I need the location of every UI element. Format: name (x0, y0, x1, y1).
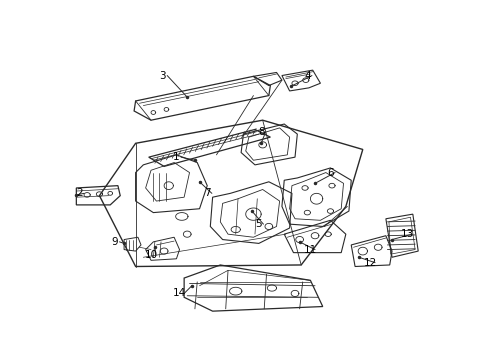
Text: 1: 1 (173, 152, 180, 162)
Text: 11: 11 (304, 244, 317, 255)
Text: 5: 5 (255, 219, 262, 229)
Text: 12: 12 (364, 258, 377, 267)
Text: 4: 4 (304, 71, 311, 81)
Text: 3: 3 (159, 71, 166, 81)
Text: 10: 10 (145, 250, 158, 260)
Text: 9: 9 (112, 237, 118, 247)
Text: 14: 14 (173, 288, 186, 298)
Text: 6: 6 (327, 167, 334, 177)
Text: 8: 8 (258, 127, 265, 137)
Text: 7: 7 (204, 188, 211, 198)
Text: 2: 2 (76, 188, 83, 198)
Text: 13: 13 (401, 229, 414, 239)
